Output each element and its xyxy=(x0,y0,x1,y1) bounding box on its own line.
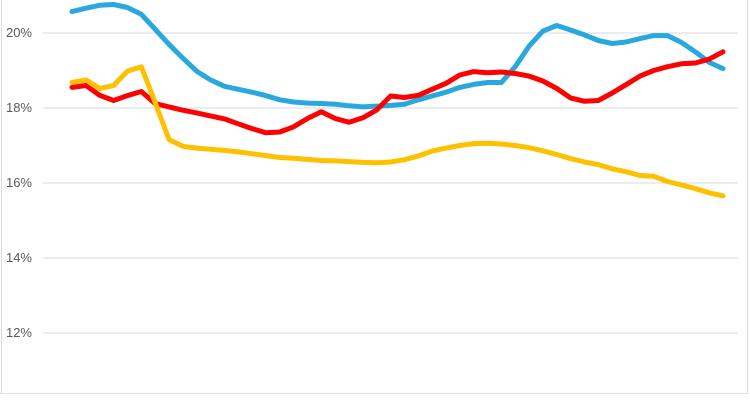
plot-bottom-border xyxy=(0,393,748,394)
plot-right-border xyxy=(747,0,748,393)
y-axis-tick-18: 18% xyxy=(5,100,32,115)
y-axis-tick-16: 16% xyxy=(5,175,32,190)
y-axis-tick-12: 12% xyxy=(5,325,32,340)
y-axis-tick-20: 20% xyxy=(5,25,32,40)
series-red-line xyxy=(69,49,726,136)
y-axis-tick-14: 14% xyxy=(5,250,32,265)
series-blue-line xyxy=(69,2,726,110)
series-yellow-line xyxy=(69,64,726,199)
plot-left-border xyxy=(1,0,2,393)
